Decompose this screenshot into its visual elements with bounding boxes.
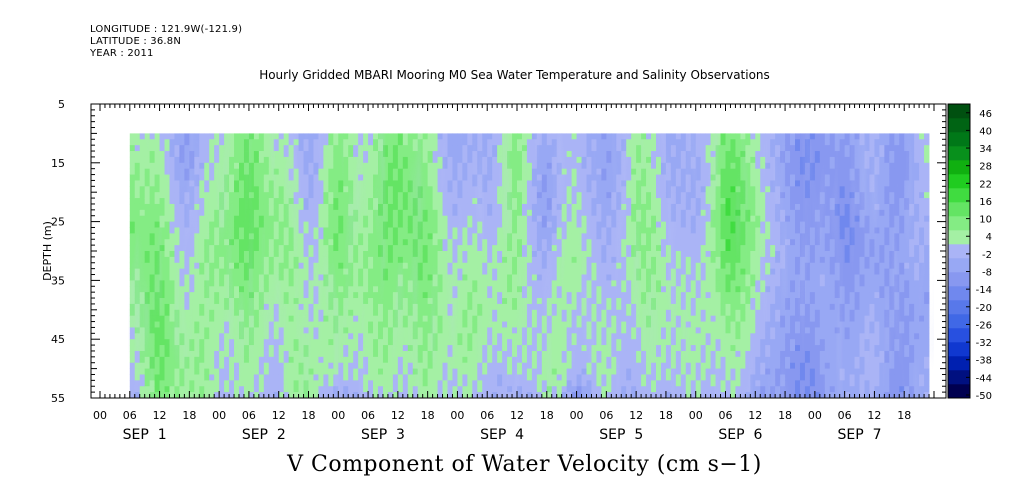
year-label: YEAR : 2011	[90, 48, 154, 59]
latitude-label: LATITUDE : 36.8N	[90, 36, 182, 47]
longitude-label: LONGITUDE : 121.9W(-121.9)	[90, 24, 243, 35]
chart-title: Hourly Gridded MBARI Mooring M0 Sea Wate…	[259, 68, 770, 82]
